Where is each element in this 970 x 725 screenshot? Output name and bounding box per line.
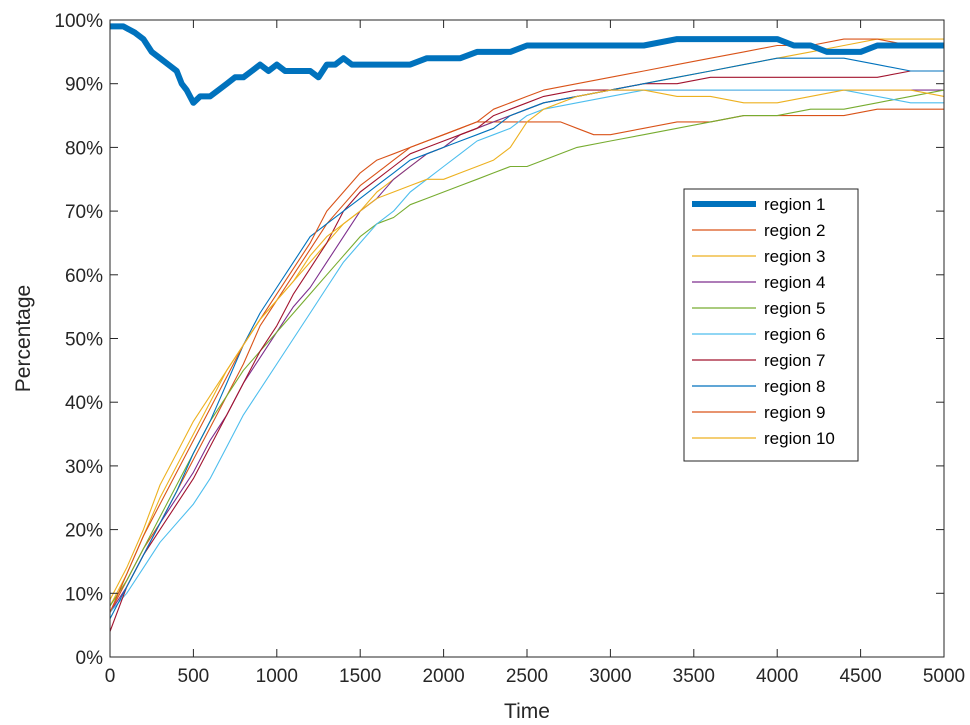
y-tick-label: 10% xyxy=(65,584,103,605)
x-tick-label: 5000 xyxy=(923,666,965,687)
series-line-9 xyxy=(109,38,944,613)
legend-label: region 2 xyxy=(764,221,825,240)
x-tick-label: 500 xyxy=(178,666,210,687)
series-line-7 xyxy=(109,70,944,632)
series-line-10 xyxy=(109,89,945,600)
y-tick-label: 80% xyxy=(65,138,103,159)
y-axis-title: Percentage xyxy=(12,285,35,392)
y-axis-ticks: 0% 10% 20% 30% 40% 50% 60% 70% 80% 90% 100% xyxy=(54,11,944,669)
x-axis-title: Time xyxy=(504,700,550,723)
legend-label: region 9 xyxy=(764,403,825,422)
legend-label: region 10 xyxy=(764,429,835,448)
y-tick-label: 20% xyxy=(65,521,103,542)
legend-label: region 7 xyxy=(764,351,825,370)
x-tick-label: 2500 xyxy=(506,666,548,687)
x-tick-label: 3500 xyxy=(673,666,715,687)
y-tick-label: 90% xyxy=(65,75,103,96)
x-tick-label: 2000 xyxy=(422,666,464,687)
x-tick-label: 4000 xyxy=(756,666,798,687)
y-tick-label: 100% xyxy=(54,11,103,32)
y-tick-label: 50% xyxy=(65,330,103,351)
legend-box xyxy=(683,188,859,462)
legend-label: region 3 xyxy=(764,247,825,266)
x-tick-label: 4500 xyxy=(839,666,881,687)
series-line-1 xyxy=(110,23,944,106)
series-line-8 xyxy=(109,57,944,620)
y-tick-label: 30% xyxy=(65,457,103,478)
y-tick-label: 40% xyxy=(65,393,103,414)
legend: region 1 region 2 region 3 region 4 region 5… xyxy=(683,188,859,462)
x-tick-label: 3000 xyxy=(589,666,631,687)
y-tick-label: 60% xyxy=(65,266,103,287)
legend-label: region 8 xyxy=(764,377,825,396)
x-axis-ticks: 0 500 1000 1500 2000 2500 3000 3500 4000 4500 5000 xyxy=(105,20,965,687)
legend-label: region 1 xyxy=(764,195,825,214)
series-group xyxy=(109,23,945,632)
series-line-5 xyxy=(109,89,945,607)
y-tick-label: 70% xyxy=(65,202,103,223)
x-tick-label: 0 xyxy=(105,666,116,687)
legend-label: region 6 xyxy=(764,325,825,344)
x-tick-label: 1000 xyxy=(256,666,298,687)
legend-label: region 5 xyxy=(764,299,825,318)
legend-label: region 4 xyxy=(764,273,825,292)
x-tick-label: 1500 xyxy=(339,666,381,687)
y-tick-label: 0% xyxy=(76,648,104,669)
